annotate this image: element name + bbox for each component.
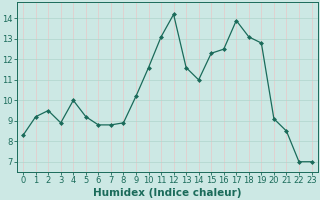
X-axis label: Humidex (Indice chaleur): Humidex (Indice chaleur) <box>93 188 242 198</box>
